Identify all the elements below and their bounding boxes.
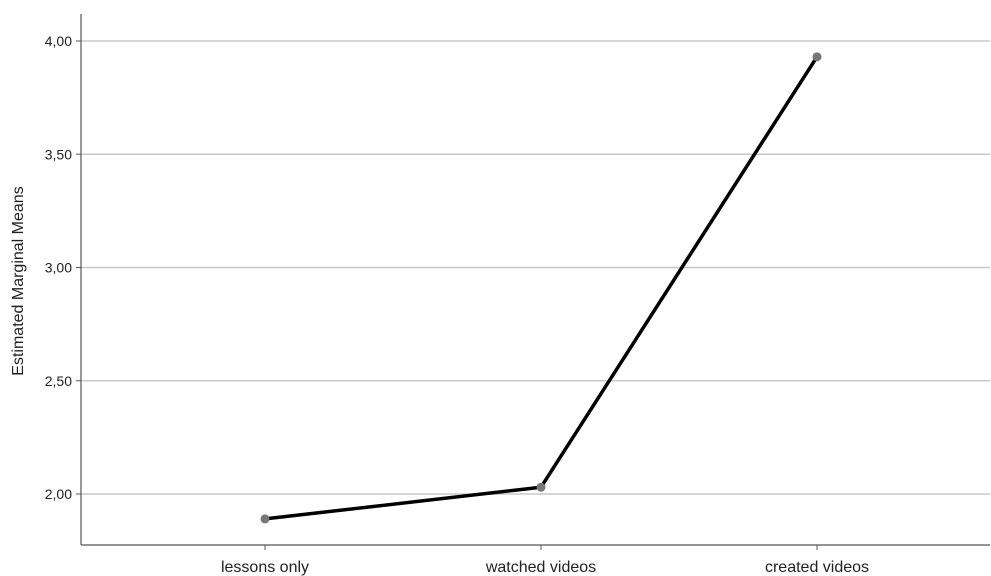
x-category-labels: lessons only watched videos created videos bbox=[221, 545, 869, 576]
data-point bbox=[813, 52, 822, 61]
data-point bbox=[537, 483, 546, 492]
x-category-label: lessons only bbox=[221, 559, 309, 576]
y-axis-title: Estimated Marginal Means bbox=[10, 186, 27, 375]
x-category-label: watched videos bbox=[485, 559, 596, 576]
y-tick-labels: 2,00 2,50 3,00 3,50 4,00 bbox=[45, 33, 81, 502]
gridlines bbox=[81, 41, 990, 494]
series bbox=[261, 52, 822, 523]
y-tick-label: 4,00 bbox=[45, 33, 72, 49]
series-line bbox=[265, 57, 817, 519]
y-tick-label: 3,00 bbox=[45, 260, 72, 276]
axes bbox=[81, 14, 990, 545]
y-tick-label: 2,50 bbox=[45, 373, 72, 389]
y-tick-label: 2,00 bbox=[45, 486, 72, 502]
x-category-label: created videos bbox=[765, 559, 869, 576]
y-tick-label: 3,50 bbox=[45, 146, 72, 162]
data-point bbox=[261, 514, 270, 523]
